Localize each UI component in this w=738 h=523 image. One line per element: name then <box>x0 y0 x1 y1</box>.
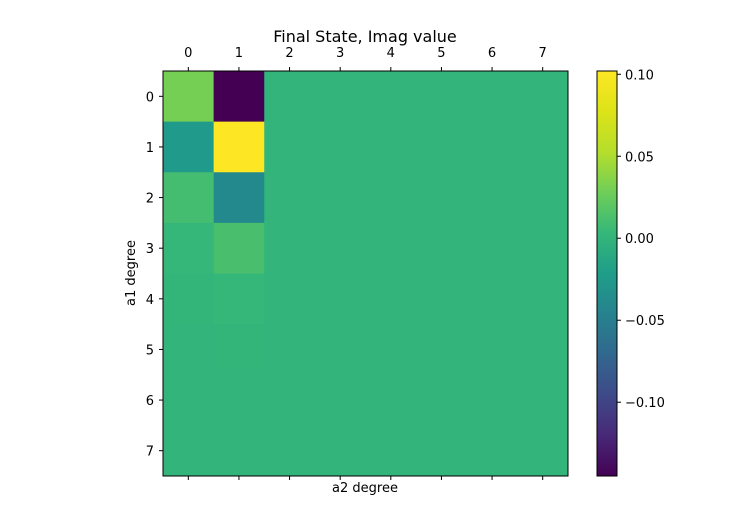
heatmap-cell <box>416 172 468 224</box>
heatmap-cell <box>163 121 215 173</box>
plot-frame <box>162 70 569 477</box>
x-tick-label: 0 <box>184 46 192 61</box>
heatmap-cell <box>517 324 569 376</box>
heatmap-cell <box>314 222 366 274</box>
colorbar <box>596 70 618 477</box>
heatmap-cell <box>163 222 215 274</box>
heatmap-cell <box>466 172 518 224</box>
heatmap-cell <box>314 71 366 123</box>
colorbar-tick-label: 0.05 <box>625 150 654 165</box>
colorbar-tick-label: 0.00 <box>625 232 654 247</box>
x-axis-ticks: 0 1 2 3 4 5 6 7 <box>184 46 547 480</box>
x-tick-label: 6 <box>488 46 496 61</box>
heatmap-cell <box>314 121 366 173</box>
x-tick-label: 7 <box>539 46 547 61</box>
y-tick-label: 2 <box>146 192 154 207</box>
y-tick-label: 6 <box>146 394 154 409</box>
heatmap-cell <box>416 374 468 426</box>
colorbar-ticks: 0.10 0.05 0.00 −0.05 −0.10 <box>617 68 665 411</box>
heatmap-cell <box>466 222 518 274</box>
heatmap-cell <box>163 324 215 376</box>
heatmap-cell <box>416 425 468 477</box>
heatmap-cell <box>314 324 366 376</box>
y-tick-label: 4 <box>146 293 154 308</box>
heatmap-cell <box>416 222 468 274</box>
heatmap-cell <box>365 121 417 173</box>
heatmap-cell <box>264 222 316 274</box>
x-tick-label: 5 <box>437 46 445 61</box>
y-axis-label: a1 degree <box>124 240 139 306</box>
chart-title: Final State, Imag value <box>273 27 457 46</box>
heatmap-cell <box>314 374 366 426</box>
heatmap-cell <box>314 172 366 224</box>
heatmap-cell <box>213 172 265 224</box>
heatmap-cell <box>517 222 569 274</box>
x-tick-label: 1 <box>235 46 243 61</box>
heatmap-cell <box>213 374 265 426</box>
heatmap-cell <box>213 71 265 123</box>
heatmap-cell <box>163 425 215 477</box>
y-tick-label: 7 <box>146 445 154 460</box>
heatmap-cell <box>213 121 265 173</box>
heatmap-cell <box>365 374 417 426</box>
heatmap-cell <box>466 425 518 477</box>
x-axis-label: a2 degree <box>332 481 398 496</box>
heatmap-cell <box>466 71 518 123</box>
heatmap-cell <box>517 374 569 426</box>
colorbar-tick-label: 0.10 <box>625 68 654 83</box>
heatmap-cell <box>466 273 518 325</box>
heatmap-cell <box>264 71 316 123</box>
y-tick-label: 1 <box>146 141 154 156</box>
heatmap-cells <box>163 71 569 477</box>
heatmap-cell <box>163 71 215 123</box>
heatmap-cell <box>517 121 569 173</box>
heatmap-cell <box>163 273 215 325</box>
heatmap-cell <box>365 425 417 477</box>
heatmap-cell <box>365 273 417 325</box>
colorbar-tick-label: −0.10 <box>625 396 665 411</box>
y-tick-label: 5 <box>146 343 154 358</box>
heatmap-cell <box>365 222 417 274</box>
heatmap-cell <box>264 324 316 376</box>
heatmap-cell <box>213 222 265 274</box>
y-axis-ticks: 0 1 2 3 4 5 6 7 <box>146 90 163 460</box>
heatmap-cell <box>163 374 215 426</box>
heatmap-cell <box>365 71 417 123</box>
heatmap-cell <box>517 425 569 477</box>
heatmap-cell <box>213 425 265 477</box>
x-tick-label: 3 <box>336 46 344 61</box>
heatmap-cell <box>163 172 215 224</box>
heatmap-cell <box>466 374 518 426</box>
heatmap-cell <box>314 273 366 325</box>
heatmap-cell <box>264 374 316 426</box>
heatmap-cell <box>517 273 569 325</box>
heatmap-cell <box>264 425 316 477</box>
y-tick-label: 3 <box>146 242 154 257</box>
heatmap-cell <box>264 172 316 224</box>
y-tick-label: 0 <box>146 90 154 105</box>
heatmap-cell <box>416 71 468 123</box>
x-tick-label: 2 <box>285 46 293 61</box>
heatmap-cell <box>213 273 265 325</box>
heatmap-cell <box>264 121 316 173</box>
heatmap-cell <box>314 425 366 477</box>
heatmap-cell <box>416 273 468 325</box>
heatmap-cell <box>416 324 468 376</box>
colorbar-tick-label: −0.05 <box>625 314 665 329</box>
heatmap-cell <box>466 324 518 376</box>
heatmap-cell <box>264 273 316 325</box>
x-tick-label: 4 <box>387 46 395 61</box>
heatmap-cell <box>517 71 569 123</box>
heatmap-cell <box>213 324 265 376</box>
heatmap-cell <box>416 121 468 173</box>
heatmap-cell <box>365 172 417 224</box>
heatmap-cell <box>466 121 518 173</box>
heatmap-cell <box>365 324 417 376</box>
heatmap-cell <box>517 172 569 224</box>
